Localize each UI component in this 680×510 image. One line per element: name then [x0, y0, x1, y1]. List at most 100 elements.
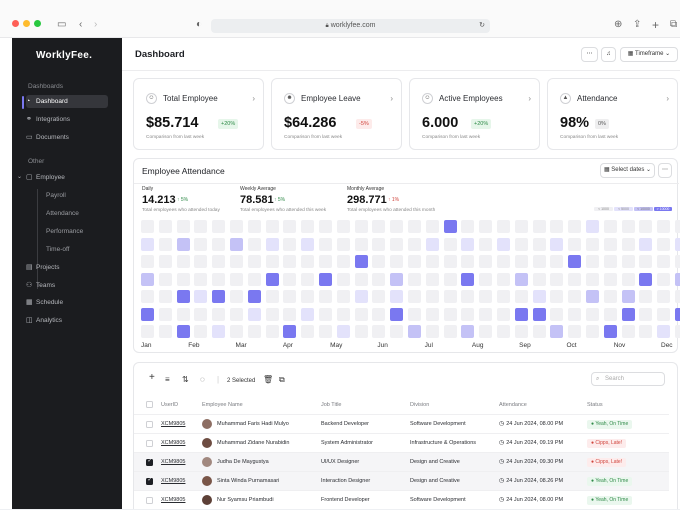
heatmap-cell[interactable]	[230, 255, 243, 268]
shield-icon[interactable]: ◐	[196, 19, 203, 30]
heatmap-cell[interactable]	[603, 325, 617, 338]
heatmap-cell[interactable]	[586, 325, 599, 338]
heatmap-cell[interactable]	[212, 237, 226, 251]
sidebar-subitem-performance[interactable]: Performance	[46, 228, 84, 235]
stat-card-attendance[interactable]: ▲ Attendance › 98% 0% Comparison from la…	[547, 78, 678, 150]
heatmap-cell[interactable]	[176, 237, 190, 251]
heatmap-cell[interactable]	[568, 220, 582, 233]
heatmap-cell[interactable]	[408, 237, 421, 251]
heatmap-cell[interactable]	[372, 290, 386, 303]
heatmap-cell[interactable]	[354, 220, 368, 233]
heatmap-cell[interactable]	[265, 307, 279, 321]
heatmap-cell[interactable]	[657, 272, 671, 286]
heatmap-cell[interactable]	[212, 290, 226, 303]
maximize-window-button[interactable]	[34, 20, 41, 27]
heatmap-cell[interactable]	[372, 237, 386, 251]
table-row[interactable]: XCM9805 Sinta Winda Purnamasari Interactio…	[134, 471, 669, 490]
heatmap-cell[interactable]	[603, 272, 617, 286]
heatmap-cell[interactable]	[639, 255, 653, 268]
chevron-right-icon[interactable]: ›	[390, 94, 393, 103]
heatmap-cell[interactable]	[141, 255, 154, 268]
user-id-link[interactable]: XCM9805	[161, 440, 186, 446]
heatmap-cell[interactable]	[283, 255, 297, 268]
heatmap-cell[interactable]	[514, 290, 528, 303]
select-dates-button[interactable]: ▦ Select dates ⌄	[600, 163, 655, 178]
heatmap-cell[interactable]	[586, 290, 599, 303]
heatmap-cell[interactable]	[586, 307, 599, 321]
sidebar-item-schedule[interactable]: ▦ Schedule	[26, 296, 108, 309]
heatmap-cell[interactable]	[194, 237, 208, 251]
heatmap-cell[interactable]	[141, 290, 154, 303]
heatmap-cell[interactable]	[479, 220, 493, 233]
panel-more-button[interactable]: ⋯	[658, 163, 672, 178]
heatmap-cell[interactable]	[514, 307, 528, 321]
heatmap-cell[interactable]	[247, 220, 261, 233]
heatmap-cell[interactable]	[141, 307, 154, 321]
heatmap-cell[interactable]	[372, 220, 386, 233]
heatmap-cell[interactable]	[194, 220, 208, 233]
heatmap-cell[interactable]	[550, 307, 564, 321]
table-row[interactable]: XCM9805 Muhammad Faris Hadi Mulyo Backend …	[134, 414, 669, 433]
heatmap-cell[interactable]	[639, 290, 653, 303]
sidebar-subitem-payroll[interactable]: Payroll	[46, 192, 66, 199]
tabs-overview-icon[interactable]: ⧉	[670, 19, 678, 30]
heatmap-cell[interactable]	[247, 255, 261, 268]
heatmap-cell[interactable]	[461, 290, 475, 303]
heatmap-cell[interactable]	[657, 255, 671, 268]
heatmap-cell[interactable]	[141, 325, 154, 338]
sidebar-item-documents[interactable]: ▭ Documents	[26, 131, 108, 144]
minimize-window-button[interactable]	[23, 20, 30, 27]
heatmap-cell[interactable]	[532, 272, 546, 286]
heatmap-cell[interactable]	[497, 237, 510, 251]
heatmap-cell[interactable]	[390, 325, 404, 338]
sidebar-item-analytics[interactable]: ◫ Analytics	[26, 314, 108, 327]
heatmap-cell[interactable]	[372, 255, 386, 268]
refresh-icon[interactable]: ◌	[200, 375, 205, 384]
heatmap-cell[interactable]	[354, 307, 368, 321]
heatmap-cell[interactable]	[319, 290, 332, 303]
heatmap-cell[interactable]	[603, 307, 617, 321]
heatmap-cell[interactable]	[319, 237, 332, 251]
heatmap-cell[interactable]	[141, 220, 154, 233]
heatmap-cell[interactable]	[479, 307, 493, 321]
heatmap-cell[interactable]	[657, 237, 671, 251]
column-header-division[interactable]: Division	[410, 402, 430, 408]
heatmap-cell[interactable]	[212, 307, 226, 321]
heatmap-cell[interactable]	[230, 220, 243, 233]
heatmap-cell[interactable]	[497, 307, 510, 321]
forward-icon[interactable]: ›	[94, 19, 98, 30]
heatmap-cell[interactable]	[479, 237, 493, 251]
heatmap-cell[interactable]	[390, 290, 404, 303]
heatmap-cell[interactable]	[621, 255, 635, 268]
heatmap-cell[interactable]	[194, 325, 208, 338]
heatmap-cell[interactable]	[443, 255, 457, 268]
heatmap-cell[interactable]	[390, 272, 404, 286]
heatmap-cell[interactable]	[497, 255, 510, 268]
heatmap-cell[interactable]	[336, 325, 350, 338]
heatmap-cell[interactable]	[319, 325, 332, 338]
heatmap-cell[interactable]	[194, 290, 208, 303]
heatmap-cell[interactable]	[550, 220, 564, 233]
heatmap-cell[interactable]	[443, 307, 457, 321]
heatmap-cell[interactable]	[336, 272, 350, 286]
heatmap-cell[interactable]	[212, 255, 226, 268]
heatmap-cell[interactable]	[230, 307, 243, 321]
heatmap-cell[interactable]	[141, 272, 154, 286]
heatmap-cell[interactable]	[336, 255, 350, 268]
heatmap-cell[interactable]	[354, 325, 368, 338]
heatmap-cell[interactable]	[158, 220, 172, 233]
user-id-link[interactable]: XCM9805	[161, 459, 186, 465]
heatmap-cell[interactable]	[425, 307, 439, 321]
heatmap-cell[interactable]	[675, 237, 680, 251]
heatmap-cell[interactable]	[568, 307, 582, 321]
table-row[interactable]: XCM9805 Muhammad Zidane Nurabidin System A…	[134, 433, 669, 452]
sidebar-item-dashboard[interactable]: ◔ Dashboard	[26, 95, 108, 108]
heatmap-cell[interactable]	[158, 255, 172, 268]
heatmap-cell[interactable]	[479, 255, 493, 268]
heatmap-cell[interactable]	[621, 325, 635, 338]
heatmap-cell[interactable]	[532, 325, 546, 338]
add-icon[interactable]: +	[149, 372, 155, 383]
heatmap-cell[interactable]	[532, 255, 546, 268]
heatmap-cell[interactable]	[497, 220, 510, 233]
heatmap-cell[interactable]	[212, 325, 226, 338]
